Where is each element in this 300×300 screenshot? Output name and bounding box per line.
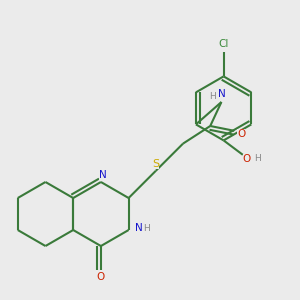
Text: S: S	[152, 159, 159, 169]
Text: N: N	[135, 224, 143, 233]
Text: H: H	[254, 154, 261, 163]
Text: H: H	[143, 224, 150, 233]
Text: N: N	[99, 170, 106, 180]
Text: O: O	[242, 154, 251, 164]
Text: Cl: Cl	[218, 39, 229, 50]
Text: O: O	[97, 272, 105, 282]
Text: H: H	[209, 92, 216, 101]
Text: N: N	[218, 89, 225, 99]
Text: O: O	[237, 129, 245, 139]
